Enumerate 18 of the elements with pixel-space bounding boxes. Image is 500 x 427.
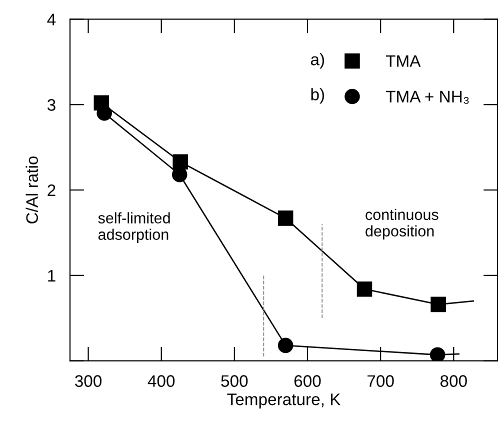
legend-label: TMA + NH₃ <box>386 90 469 104</box>
x-tick-label: 600 <box>294 375 321 387</box>
y-tick-label: 3 <box>47 99 56 111</box>
y-tick-label: 1 <box>48 270 56 282</box>
annotation: b) <box>311 88 324 104</box>
x-tick-label: 400 <box>148 375 175 387</box>
x-tick-label: 300 <box>75 375 102 387</box>
x-axis-title: Temperature, K <box>227 394 341 409</box>
annotation: a) <box>310 53 324 69</box>
y-axis-title: C/Al ratio <box>26 156 38 224</box>
x-tick-label: 800 <box>440 375 467 387</box>
annotation: self-limited adsorption <box>98 212 170 243</box>
legend-label: TMA <box>386 55 421 67</box>
y-tick-label: 2 <box>48 184 56 196</box>
x-tick-label: 700 <box>368 375 394 387</box>
x-tick-label: 500 <box>221 375 248 387</box>
annotation: continuous deposition <box>366 208 438 240</box>
y-tick-label: 4 <box>47 14 56 26</box>
